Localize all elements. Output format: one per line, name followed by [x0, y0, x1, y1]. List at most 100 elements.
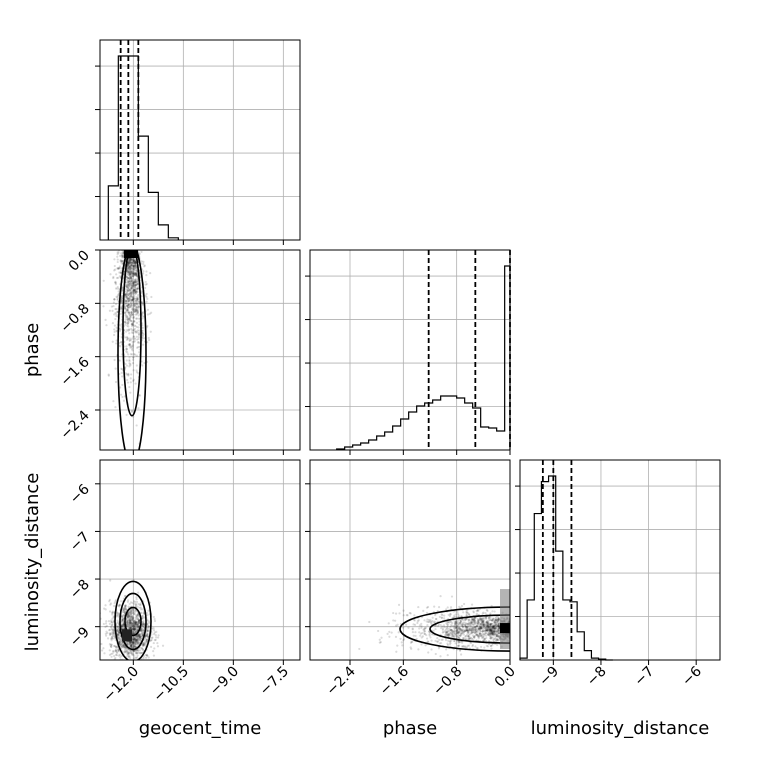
scatter-point: [127, 262, 130, 265]
scatter-point: [134, 262, 137, 265]
scatter-point: [135, 321, 139, 324]
scatter-point: [125, 345, 128, 348]
scatter-point: [488, 616, 491, 619]
scatter-point: [108, 309, 112, 312]
scatter-point: [429, 636, 432, 639]
scatter-point: [145, 300, 148, 303]
scatter-point: [380, 636, 383, 639]
scatter-point: [473, 627, 476, 630]
scatter-point: [118, 664, 120, 666]
scatter-point: [146, 629, 149, 633]
scatter-point: [134, 261, 137, 264]
scatter-point: [497, 627, 500, 631]
scatter-point: [137, 317, 141, 320]
scatter-point: [497, 623, 500, 626]
scatter-point: [145, 292, 148, 296]
scatter-point: [450, 623, 453, 626]
scatter-point: [131, 618, 134, 621]
scatter-point: [459, 606, 462, 609]
scatter-point: [484, 633, 487, 636]
scatter-point: [127, 293, 130, 297]
scatter-point: [133, 621, 137, 625]
scatter-point: [490, 628, 493, 631]
scatter-point: [132, 284, 136, 287]
scatter-point: [107, 620, 111, 623]
scatter-point: [474, 621, 477, 624]
scatter-point: [133, 283, 136, 286]
x-tick-label: −0.8: [430, 664, 465, 699]
scatter-point: [479, 625, 482, 628]
scatter-point: [492, 631, 496, 634]
scatter-point: [117, 627, 120, 631]
scatter-point: [491, 625, 495, 628]
scatter-point: [128, 306, 131, 309]
scatter-point: [481, 626, 484, 629]
scatter-point: [465, 626, 469, 629]
scatter-point: [135, 618, 138, 621]
scatter-point: [125, 647, 128, 650]
scatter-point: [137, 633, 140, 636]
scatter-point: [133, 631, 136, 634]
scatter-point: [138, 323, 141, 326]
scatter-point: [130, 263, 133, 266]
scatter-point: [128, 277, 131, 281]
scatter-point: [470, 621, 473, 625]
scatter-point: [130, 277, 133, 280]
scatter-point: [494, 633, 497, 636]
scatter-point: [132, 657, 136, 660]
scatter-point: [135, 638, 138, 641]
scatter-point: [134, 288, 137, 291]
scatter-point: [126, 278, 129, 282]
scatter-point: [116, 310, 119, 313]
scatter-point: [119, 345, 122, 348]
scatter-point: [116, 613, 120, 617]
scatter-point: [133, 329, 136, 332]
scatter-point: [392, 619, 395, 622]
scatter-point: [104, 604, 107, 607]
scatter-point: [125, 294, 128, 298]
scatter-point: [142, 311, 145, 314]
scatter-point: [476, 619, 479, 623]
scatter-point: [395, 624, 398, 627]
scatter-point: [145, 270, 148, 273]
scatter-point: [130, 299, 133, 302]
scatter-point: [135, 307, 138, 311]
scatter-point: [110, 639, 113, 642]
scatter-point: [130, 627, 134, 630]
scatter-point: [129, 290, 132, 293]
scatter-point: [128, 627, 132, 630]
scatter-point: [138, 633, 141, 636]
scatter-point: [130, 276, 133, 279]
scatter-point: [457, 622, 460, 625]
scatter-point: [114, 302, 118, 306]
scatter-point: [132, 628, 136, 631]
scatter-point: [476, 623, 479, 626]
scatter-point: [131, 309, 135, 312]
scatter-point: [130, 640, 134, 644]
scatter-point: [490, 622, 493, 626]
scatter-point: [130, 292, 134, 295]
scatter-point: [453, 624, 456, 628]
scatter-point: [133, 278, 137, 282]
scatter-point: [146, 313, 149, 316]
scatter-point: [128, 655, 131, 658]
scatter-point: [490, 647, 493, 650]
scatter-point: [131, 627, 135, 631]
scatter-point: [129, 319, 132, 322]
scatter-point: [496, 633, 499, 636]
scatter-point: [450, 595, 454, 598]
scatter-point: [135, 330, 138, 333]
scatter-point: [129, 267, 133, 270]
scatter-point: [136, 338, 139, 341]
scatter-point: [137, 639, 140, 642]
scatter-point: [110, 652, 113, 656]
scatter-point: [496, 643, 499, 646]
scatter-point: [133, 638, 136, 641]
scatter-point: [470, 627, 473, 630]
scatter-point: [436, 640, 439, 643]
scatter-point: [145, 274, 148, 277]
scatter-point: [138, 394, 142, 397]
y-axis-label-luminosity-distance: luminosity_distance: [22, 473, 43, 652]
scatter-point: [129, 272, 132, 275]
scatter-point: [131, 362, 135, 365]
